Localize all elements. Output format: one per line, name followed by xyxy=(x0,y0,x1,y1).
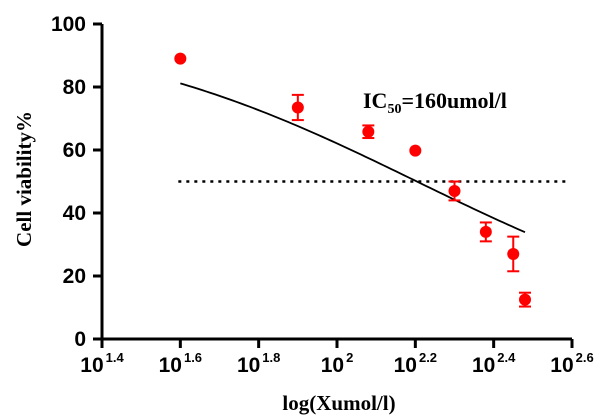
data-point xyxy=(362,125,375,138)
data-points-layer xyxy=(174,52,531,308)
x-tick-label: 10 2.2 xyxy=(394,350,437,377)
ic50-annotation-rest: =160umol/l xyxy=(401,88,506,113)
axes: 0 20 40 60 80 100 10 1.4 10 1.6 10 1.8 10 2 10 2.2 10 2.4… xyxy=(51,13,594,377)
ic50-annotation-main: IC xyxy=(363,88,387,113)
x-tick-label: 10 2.4 xyxy=(472,350,516,377)
y-tick-label: 20 xyxy=(63,265,86,288)
x-tick-label: 10 1.6 xyxy=(159,350,202,377)
x-tick-label: 10 2.6 xyxy=(550,350,593,377)
y-tick-label: 80 xyxy=(63,76,86,99)
x-axis-title: log(Xumol/l) xyxy=(282,391,395,415)
data-point xyxy=(519,293,531,306)
fit-curve xyxy=(180,82,526,234)
data-point xyxy=(448,184,461,197)
data-point xyxy=(507,247,520,260)
ic50-annotation: IC50=160umol/l xyxy=(363,88,507,117)
fit-curve-layer xyxy=(180,82,526,234)
x-tick-label: 10 2 xyxy=(321,350,354,377)
y-axis-title: Cell viability% xyxy=(12,111,36,247)
x-tick-label: 10 1.8 xyxy=(237,350,280,377)
y-tick-label: 60 xyxy=(63,139,86,162)
x-tick-label: 10 1.4 xyxy=(80,350,124,377)
y-tick-label: 0 xyxy=(74,328,86,351)
ic50-annotation-sub: 50 xyxy=(387,102,401,117)
data-point xyxy=(174,52,187,65)
data-point xyxy=(479,225,492,238)
data-point xyxy=(291,101,304,114)
y-tick-label: 100 xyxy=(51,13,86,36)
data-point xyxy=(409,144,422,157)
y-tick-label: 40 xyxy=(63,202,86,225)
